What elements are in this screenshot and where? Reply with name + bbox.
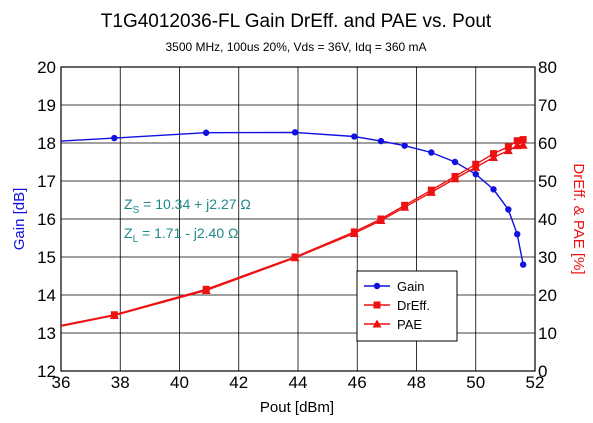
x-tick-label: 42 <box>229 373 248 392</box>
x-tick-label: 40 <box>170 373 189 392</box>
series-gain-point <box>472 170 479 178</box>
series-gain-point <box>291 129 299 136</box>
series-gain-point <box>351 133 358 140</box>
y-left-tick-label: 12 <box>37 362 56 381</box>
legend-dreff-label: DrEff. <box>397 298 430 313</box>
y-right-tick-label: 50 <box>538 172 557 191</box>
series-pae-point <box>349 228 359 237</box>
series-gain-point <box>514 231 521 238</box>
chart-title: T1G4012036-FL Gain DrEff. and PAE vs. Po… <box>101 11 492 32</box>
legend-gain-label: Gain <box>397 279 424 294</box>
y-left-tick-label: 19 <box>37 96 56 115</box>
series-gain-line <box>60 131 524 265</box>
zs-annotation: ZS = 10.34 + j2.27 Ω <box>124 196 251 216</box>
plot-frame <box>60 66 536 372</box>
zs-value: = 10.34 + j2.27 Ω <box>139 196 251 212</box>
series-gain-point <box>377 137 385 145</box>
series-gain-point <box>519 261 527 268</box>
series-gain-point <box>428 149 435 156</box>
series-pae-point <box>201 285 211 294</box>
y-right-tick-label: 40 <box>538 210 557 229</box>
series-pae-point <box>109 311 119 320</box>
x-tick-label: 48 <box>407 373 426 392</box>
series-dreff-point <box>519 136 527 144</box>
series-dreff-point <box>513 137 521 145</box>
y-left-tick-label: 15 <box>37 248 56 267</box>
series-group <box>60 129 528 327</box>
series-pae-point <box>489 152 499 161</box>
series-gain-point <box>401 142 408 149</box>
series-gain-point <box>490 186 497 193</box>
y-left-tick-label: 17 <box>37 172 56 191</box>
y-left-tick-label: 20 <box>37 58 56 77</box>
series-gain <box>60 129 527 268</box>
y-right-tick-label: 0 <box>538 362 547 381</box>
series-gain-point <box>505 206 512 213</box>
series-pae-point <box>512 141 522 150</box>
series-gain-point <box>202 129 210 136</box>
impedance-annotation: ZS = 10.34 + j2.27 Ω ZL = 1.71 - j2.40 Ω <box>124 196 251 245</box>
zl-prefix: Z <box>124 225 133 241</box>
y-left-axis-label: Gain [dB] <box>11 188 28 251</box>
y-left-tick-label: 16 <box>37 210 56 229</box>
y-right-tick-label: 20 <box>538 286 557 305</box>
x-tick-label: 38 <box>111 373 130 392</box>
y-right-tick-label: 70 <box>538 96 557 115</box>
legend: Gain DrEff. PAE <box>356 270 458 342</box>
grid-lines <box>61 67 535 371</box>
x-tick-label: 36 <box>52 373 71 392</box>
y-left-tick-label: 13 <box>37 324 56 343</box>
x-tick-label: 46 <box>348 373 367 392</box>
x-axis-label: Pout [dBm] <box>260 399 334 416</box>
y-right-tick-label: 80 <box>538 58 557 77</box>
series-gain-point <box>451 158 459 166</box>
y-right-tick-label: 30 <box>538 248 557 267</box>
y-right-tick-label: 10 <box>538 324 557 343</box>
x-tick-label: 52 <box>526 373 545 392</box>
y-right-tick-label: 60 <box>538 134 557 153</box>
y-right-axis-label: DrEff. & PAE [%] <box>570 163 587 274</box>
zl-subscript: L <box>133 234 139 245</box>
series-pae-point <box>426 187 436 196</box>
series-pae <box>60 140 528 327</box>
series-pae-point <box>290 253 300 262</box>
zl-value: = 1.71 - j2.40 Ω <box>138 225 238 241</box>
series-pae-point <box>518 140 528 149</box>
series-pae-point <box>450 174 460 183</box>
zl-annotation: ZL = 1.71 - j2.40 Ω <box>124 225 238 245</box>
series-pae-point <box>471 162 481 171</box>
series-pae-point <box>503 146 513 155</box>
zs-prefix: Z <box>124 196 133 212</box>
series-gain-point <box>111 134 118 142</box>
legend-pae-marker <box>372 319 382 328</box>
series-pae-point <box>376 216 386 225</box>
y-left-tick-label: 14 <box>37 286 56 305</box>
x-tick-label: 50 <box>466 373 485 392</box>
zs-subscript: S <box>133 205 140 216</box>
series-pae-point <box>400 202 410 211</box>
chart-subtitle: 3500 MHz, 100us 20%, Vds = 36V, Idq = 36… <box>165 40 426 54</box>
legend-pae-label: PAE <box>397 317 422 332</box>
legend-dreff-marker <box>373 301 381 309</box>
legend-gain-marker <box>373 282 381 290</box>
tick-labels: 36 38 40 42 44 46 48 50 52 12 13 14 15 16 17 18 19 20 0 10 2… <box>37 58 557 392</box>
y-left-tick-label: 18 <box>37 134 56 153</box>
x-tick-label: 44 <box>289 373 308 392</box>
